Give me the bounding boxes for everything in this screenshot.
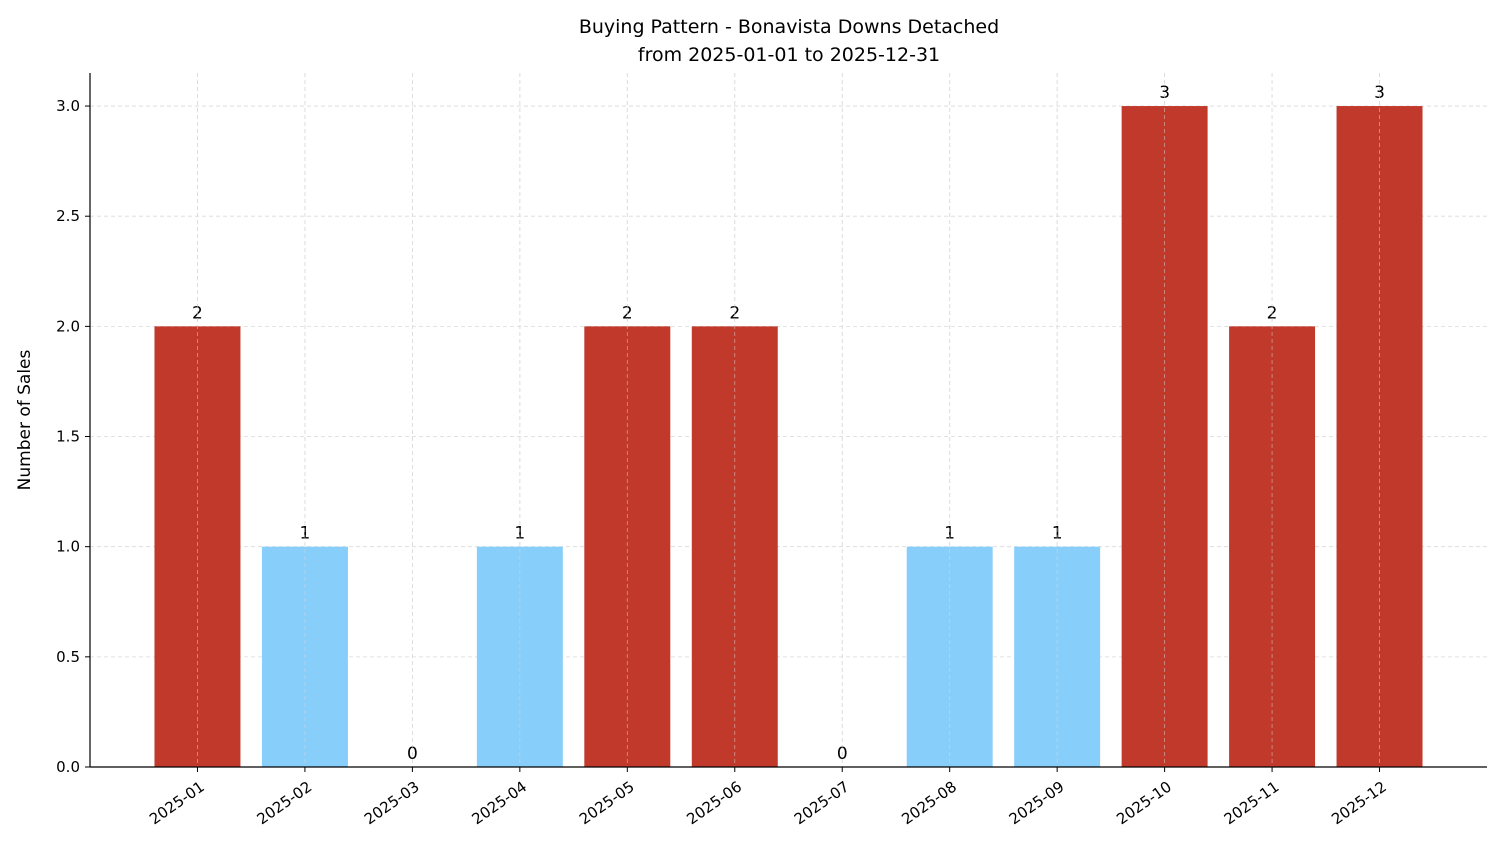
x-tick-label: 2025-03 — [361, 778, 423, 829]
bar-2025-10 — [1121, 106, 1208, 768]
y-axis-label: Number of Sales — [15, 349, 35, 490]
x-tick-label: 2025-01 — [146, 778, 208, 829]
x-tick-label: 2025-04 — [468, 778, 530, 829]
data-label: 3 — [1159, 83, 1170, 103]
x-tick-label: 2025-05 — [576, 778, 638, 829]
x-tick-label: 2025-09 — [1006, 778, 1068, 829]
y-tick-label: 1.0 — [56, 538, 80, 556]
x-tick-label: 2025-07 — [791, 778, 853, 829]
x-tick-label: 2025-08 — [898, 778, 960, 829]
x-tick-label: 2025-11 — [1221, 778, 1283, 829]
y-tick-label: 3.0 — [56, 97, 80, 115]
x-tick-label: 2025-02 — [254, 778, 316, 829]
y-tick-label: 0.5 — [56, 648, 80, 666]
data-label: 3 — [1374, 83, 1385, 103]
bar-2025-06 — [691, 326, 778, 767]
data-label: 1 — [944, 524, 955, 544]
bar-2025-05 — [584, 326, 671, 767]
data-label: 1 — [300, 524, 311, 544]
bar-2025-11 — [1229, 326, 1316, 767]
data-label: 1 — [514, 524, 525, 544]
data-label: 1 — [1052, 524, 1063, 544]
x-tick-label: 2025-06 — [683, 778, 745, 829]
x-tick-label: 2025-12 — [1328, 778, 1390, 829]
y-tick-label: 1.5 — [56, 428, 80, 446]
y-tick-label: 2.5 — [56, 207, 80, 225]
bar-2025-01 — [154, 326, 241, 767]
bar-2025-12 — [1336, 106, 1423, 768]
x-tick-label: 2025-10 — [1113, 778, 1175, 829]
y-tick-label: 0.0 — [56, 758, 80, 776]
chart-subtitle: from 2025-01-01 to 2025-12-31 — [638, 44, 940, 66]
chart-title: Buying Pattern - Bonavista Downs Detache… — [579, 16, 999, 38]
y-tick-label: 2.0 — [56, 317, 80, 335]
